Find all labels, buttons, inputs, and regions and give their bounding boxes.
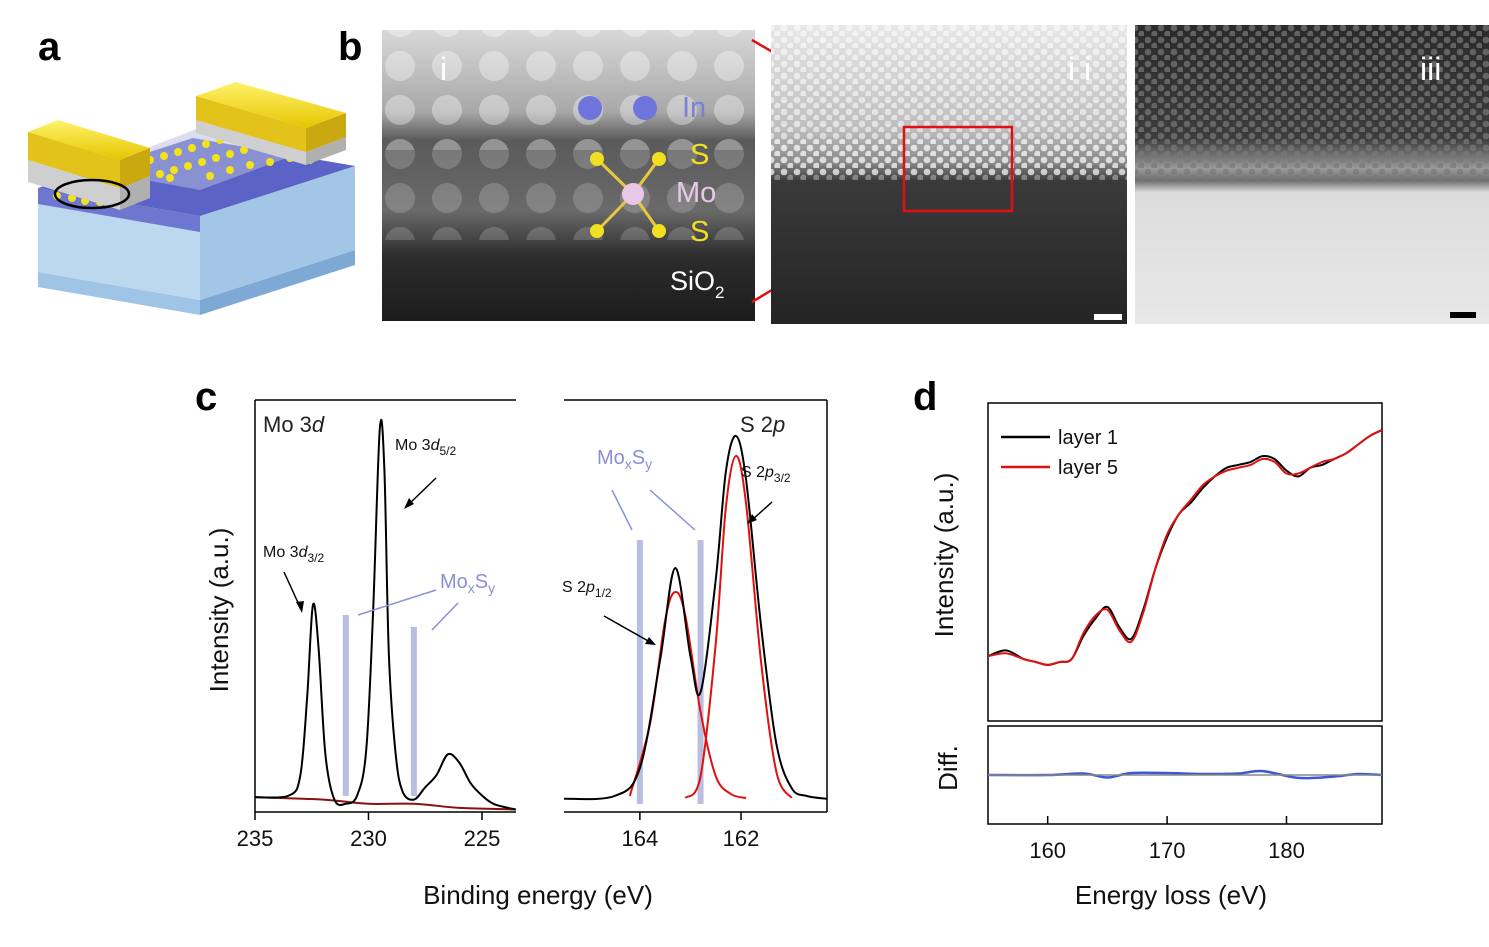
eels-chart: 160 170 180 layer 1 layer 5 Intensity (a.u…	[929, 402, 1383, 910]
spectrum-line	[255, 418, 516, 811]
xps-mo3d-chart: 235 230 225 Mo 3d Mo 3d5/2 Mo 3d3/2 MoxSy	[237, 399, 516, 851]
chart-title: S 2p	[740, 412, 785, 437]
fit-line	[684, 455, 793, 799]
arrow-head	[404, 498, 414, 509]
label-sio2: SiO2	[670, 266, 724, 302]
plot-frame	[987, 402, 1383, 722]
stem-label-ii: i i	[1068, 51, 1091, 87]
x-tick-label: 235	[237, 826, 274, 851]
annotation-s2p12: S 2p1/2	[562, 579, 612, 600]
x-tick-label: 180	[1268, 838, 1305, 863]
scale-bar	[1450, 312, 1476, 318]
arrow-head	[747, 514, 757, 524]
x-tick-label: 162	[723, 826, 760, 851]
background-line	[255, 796, 516, 811]
legend: layer 1 layer 5	[1001, 427, 1118, 479]
arrow-head	[645, 637, 656, 645]
annotation-arrow	[611, 489, 633, 531]
annotation-arrow	[431, 602, 459, 631]
fit-line	[628, 590, 747, 799]
label-mo: Mo	[676, 177, 716, 209]
annotation-mo3d52: Mo 3d5/2	[395, 437, 456, 458]
annotation-arrow	[649, 489, 696, 531]
annotation-s2p32: S 2p3/2	[741, 464, 791, 485]
zoom-box	[902, 125, 1014, 213]
moxsy-markers	[342, 615, 417, 796]
annotation-mo3d32: Mo 3d3/2	[263, 544, 324, 565]
chart-title: Mo 3d	[263, 412, 325, 437]
x-tick-label: 170	[1149, 838, 1186, 863]
diff-line	[987, 769, 1383, 780]
legend-label-layer-5: layer 5	[1058, 457, 1118, 479]
mos2-structure-icon	[590, 152, 666, 238]
arrow-head	[296, 601, 304, 613]
x-tick-label: 160	[1029, 838, 1066, 863]
highlight-ellipse	[53, 178, 131, 210]
label-s-top: S	[690, 139, 709, 171]
stem-image-ii: i i	[771, 25, 1127, 324]
annotation-arrow	[603, 615, 651, 643]
series-layer-5	[988, 429, 1382, 666]
stem-image-iii: iii	[1135, 25, 1489, 324]
label-in: In	[682, 92, 706, 124]
xps-x-axis-label: Binding energy (eV)	[423, 880, 653, 910]
diff-y-axis-label: Diff.	[933, 745, 963, 791]
annotation-arrow	[283, 571, 301, 608]
moxsy-markers	[636, 540, 704, 804]
annotation-moxsy: MoxSy	[597, 447, 652, 472]
device-schematic	[28, 82, 355, 315]
eels-x-axis-label: Energy loss (eV)	[1075, 880, 1267, 910]
in-atom	[633, 96, 657, 120]
panel-label-b: b	[338, 25, 362, 69]
stem-image-i: i In S Mo S SiO2	[382, 30, 755, 321]
annotation-moxsy: MoxSy	[440, 571, 495, 596]
stem-label-iii: iii	[1420, 51, 1441, 87]
scale-bar	[1094, 314, 1122, 320]
x-tick-label: 230	[350, 826, 387, 851]
eels-y-axis-label: Intensity (a.u.)	[929, 473, 959, 638]
annotation-arrow	[357, 589, 437, 616]
x-tick-label: 225	[464, 826, 501, 851]
annotation-arrow	[407, 477, 437, 506]
panel-label-c: c	[195, 375, 217, 419]
x-tick-label: 164	[622, 826, 659, 851]
stem-label-i: i	[440, 51, 447, 87]
series-layer-1	[988, 429, 1382, 666]
xps-y-axis-label: Intensity (a.u.)	[204, 528, 234, 693]
panel-label-d: d	[913, 375, 937, 419]
in-atom	[578, 96, 602, 120]
label-s-bottom: S	[690, 216, 709, 248]
xps-s2p-chart: 164 162 S 2p S 2p3/2 S 2p1/2 MoxSy	[562, 399, 828, 851]
annotation-arrow	[751, 501, 773, 521]
spectrum-line	[564, 435, 827, 801]
panel-label-a: a	[38, 25, 61, 69]
legend-label-layer-1: layer 1	[1058, 427, 1118, 449]
